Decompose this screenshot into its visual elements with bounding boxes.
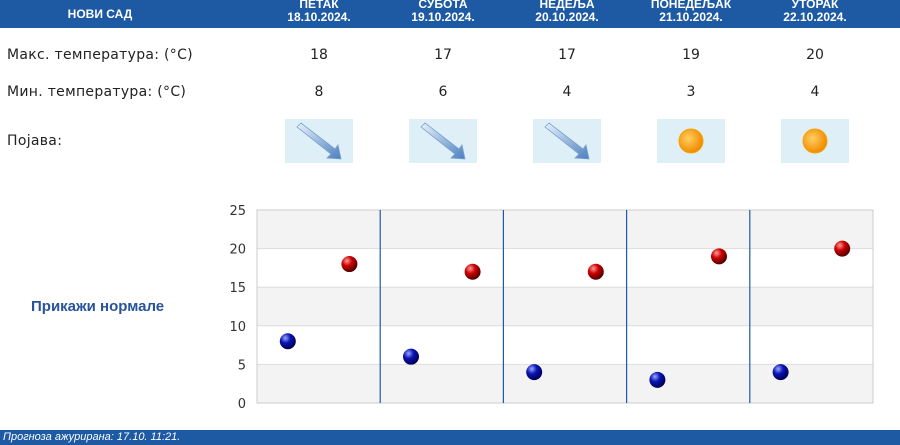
- max-temp-label: Макс. температура: (°C): [7, 47, 193, 63]
- y-tick-label: 5: [238, 358, 246, 373]
- y-tick-label: 25: [229, 204, 246, 219]
- day-date: 22.10.2024.: [783, 10, 847, 24]
- max-temp-value: 17: [558, 47, 576, 63]
- day-name: СУБОТА: [418, 0, 468, 11]
- max-temp-value: 17: [434, 47, 452, 63]
- day-header-3: НЕДЕЉА 20.10.2024.: [505, 0, 629, 28]
- day-header-2: СУБОТА 19.10.2024.: [381, 0, 505, 28]
- y-tick-label: 20: [229, 243, 246, 258]
- min-temp-point: [526, 364, 543, 381]
- wind-icon: [409, 119, 477, 163]
- day-name: ПЕТАК: [299, 0, 339, 11]
- min-temp-value: 3: [686, 84, 696, 100]
- plot-frame: [256, 209, 874, 404]
- temperature-chart: 0 5 10 15 20 25: [229, 204, 874, 410]
- day-header-1: ПЕТАК 18.10.2024.: [257, 0, 381, 28]
- day-date: 18.10.2024.: [287, 10, 351, 24]
- max-temp-value: 20: [806, 47, 824, 63]
- wind-icon: [533, 119, 601, 163]
- max-temp-point: [341, 256, 358, 273]
- forecast-updated: Прогноза ажурирана: 17.10. 11:21.: [0, 430, 900, 445]
- day-date: 19.10.2024.: [411, 10, 475, 24]
- y-tick-label: 0: [238, 397, 246, 410]
- min-temp-value: 4: [562, 84, 572, 100]
- show-normals-link[interactable]: Прикажи нормале: [31, 298, 165, 315]
- forecast-header: [0, 0, 900, 28]
- max-temp-point: [834, 240, 851, 257]
- day-date: 20.10.2024.: [535, 10, 599, 24]
- max-temp-point: [464, 263, 481, 280]
- sun-icon: [781, 119, 849, 163]
- city-name: НОВИ САД: [67, 7, 133, 21]
- sun-icon: [657, 119, 725, 163]
- min-temp-value: 8: [314, 84, 324, 100]
- max-temp-point: [711, 248, 727, 265]
- min-temp-point: [649, 371, 666, 388]
- day-header-5: УТОРАК 22.10.2024.: [753, 0, 877, 28]
- day-date: 21.10.2024.: [659, 10, 723, 24]
- weather-label: Појава:: [7, 133, 63, 149]
- max-temp-value: 18: [310, 47, 328, 63]
- y-tick-label: 10: [229, 320, 246, 335]
- y-tick-label: 15: [229, 281, 246, 296]
- grid-band: [257, 210, 873, 249]
- min-temp-value: 6: [438, 84, 448, 100]
- min-temp-point: [403, 348, 419, 365]
- wind-icon: [285, 119, 353, 163]
- max-temp-value: 19: [682, 47, 700, 63]
- min-temp-value: 4: [810, 84, 820, 100]
- min-temp-point: [279, 333, 296, 350]
- day-name: ПОНЕДЕЉАК: [650, 0, 732, 11]
- grid-band: [257, 248, 873, 288]
- grid-band: [257, 287, 873, 326]
- day-name: УТОРАК: [791, 0, 839, 11]
- grid-band: [257, 364, 873, 403]
- min-temp-point: [772, 364, 789, 381]
- min-temp-label: Мин. температура: (°C): [7, 84, 187, 100]
- max-temp-point: [587, 263, 604, 280]
- day-header-4: ПОНЕДЕЉАК 21.10.2024.: [629, 0, 753, 28]
- day-name: НЕДЕЉА: [539, 0, 595, 11]
- grid-band: [257, 325, 873, 365]
